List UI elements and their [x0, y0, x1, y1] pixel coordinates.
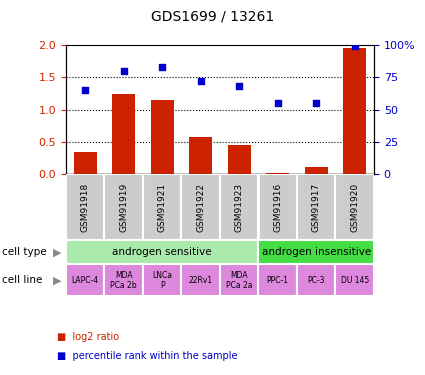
- Bar: [258, 174, 297, 240]
- Bar: [66, 264, 105, 296]
- Text: LNCa
P: LNCa P: [152, 271, 172, 290]
- Text: androgen sensitive: androgen sensitive: [112, 247, 212, 257]
- Text: GSM91919: GSM91919: [119, 183, 128, 232]
- Text: PC-3: PC-3: [307, 276, 325, 285]
- Bar: [150, 100, 174, 174]
- Point: [236, 83, 243, 89]
- Text: androgen insensitive: androgen insensitive: [262, 247, 371, 257]
- Point: [197, 78, 204, 84]
- Point: [120, 68, 127, 74]
- Bar: [297, 264, 335, 296]
- Text: GSM91920: GSM91920: [350, 183, 359, 232]
- Text: MDA
PCa 2b: MDA PCa 2b: [110, 271, 137, 290]
- Bar: [66, 240, 258, 264]
- Point: [274, 100, 281, 106]
- Bar: [258, 240, 374, 264]
- Text: LAPC-4: LAPC-4: [71, 276, 99, 285]
- Text: GSM91923: GSM91923: [235, 183, 244, 232]
- Bar: [305, 166, 328, 174]
- Bar: [143, 174, 181, 240]
- Text: GSM91922: GSM91922: [196, 183, 205, 232]
- Text: ▶: ▶: [53, 247, 62, 257]
- Text: PPC-1: PPC-1: [267, 276, 289, 285]
- Point: [82, 87, 88, 93]
- Text: cell type: cell type: [2, 247, 47, 257]
- Bar: [343, 48, 366, 174]
- Point: [351, 43, 358, 49]
- Bar: [220, 264, 258, 296]
- Text: GSM91917: GSM91917: [312, 183, 321, 232]
- Text: GDS1699 / 13261: GDS1699 / 13261: [151, 9, 274, 23]
- Text: ■  log2 ratio: ■ log2 ratio: [57, 333, 119, 342]
- Bar: [112, 93, 135, 174]
- Point: [159, 64, 166, 70]
- Bar: [66, 174, 105, 240]
- Bar: [266, 173, 289, 174]
- Point: [313, 100, 320, 106]
- Bar: [181, 264, 220, 296]
- Text: DU 145: DU 145: [340, 276, 369, 285]
- Bar: [335, 174, 374, 240]
- Bar: [189, 137, 212, 174]
- Text: MDA
PCa 2a: MDA PCa 2a: [226, 271, 252, 290]
- Bar: [258, 264, 297, 296]
- Bar: [335, 264, 374, 296]
- Bar: [220, 174, 258, 240]
- Bar: [297, 174, 335, 240]
- Bar: [74, 152, 96, 174]
- Text: GSM91918: GSM91918: [81, 183, 90, 232]
- Text: GSM91921: GSM91921: [158, 183, 167, 232]
- Text: cell line: cell line: [2, 275, 42, 285]
- Bar: [143, 264, 181, 296]
- Bar: [105, 264, 143, 296]
- Text: GSM91916: GSM91916: [273, 183, 282, 232]
- Text: ■  percentile rank within the sample: ■ percentile rank within the sample: [57, 351, 238, 361]
- Bar: [105, 174, 143, 240]
- Bar: [181, 174, 220, 240]
- Text: ▶: ▶: [53, 275, 62, 285]
- Text: 22Rv1: 22Rv1: [189, 276, 213, 285]
- Bar: [228, 145, 251, 174]
